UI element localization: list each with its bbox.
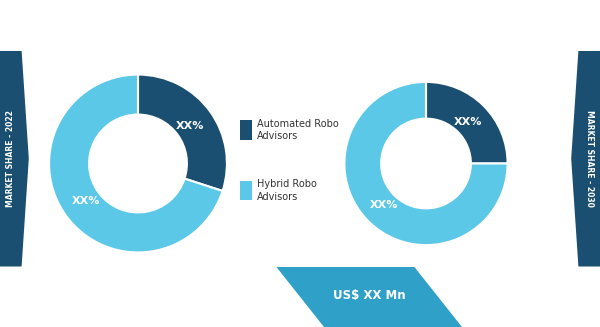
Polygon shape [276,267,462,327]
Polygon shape [571,51,600,267]
Text: MARKET SHARE - 2030: MARKET SHARE - 2030 [586,110,595,207]
Bar [46,279,51,322]
Wedge shape [344,82,508,245]
Bar [29,297,34,322]
Text: XX%: XX% [454,117,482,127]
Text: CAGR (2023–2030): CAGR (2023–2030) [473,279,565,288]
Polygon shape [0,51,29,267]
Text: MARKET SHARE - 2022: MARKET SHARE - 2022 [5,110,14,207]
Bar [240,120,253,140]
Text: Incremental Growth –Hybrid Robo Advisor: Incremental Growth –Hybrid Robo Advisor [44,291,292,301]
Text: XX%: XX% [370,200,398,210]
Text: XX%: XX% [176,121,204,131]
Text: XX%: XX% [72,196,100,206]
Bar [20,309,26,322]
Bar [37,288,43,322]
Text: Automated Robo
Advisors: Automated Robo Advisors [257,119,339,141]
Text: US$ XX Mn: US$ XX Mn [332,289,406,302]
Text: Hybrid Robo
Advisors: Hybrid Robo Advisors [257,179,317,202]
Wedge shape [49,75,223,252]
Bar [240,181,253,200]
Wedge shape [426,82,508,164]
Wedge shape [138,75,227,191]
Text: XX%: XX% [498,303,540,321]
Text: MARKET BY TYPE: MARKET BY TYPE [81,16,254,34]
